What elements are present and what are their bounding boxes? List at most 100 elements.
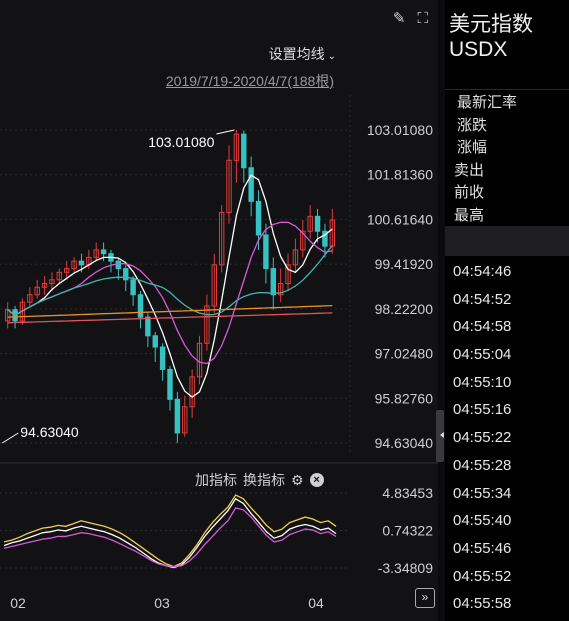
candle-body [263, 234, 269, 270]
change-indicator-button[interactable]: 换指标 [243, 472, 285, 488]
y-tick-label: 0.74322 [382, 523, 433, 539]
tick-time: 04:55:52 [453, 567, 512, 585]
candle-body [300, 230, 306, 251]
candle-body [241, 133, 247, 169]
candle-body [218, 212, 225, 266]
candle-body [322, 230, 328, 247]
expand-icon[interactable]: » [415, 588, 435, 608]
candle-body [285, 264, 291, 285]
candle-body [93, 249, 99, 258]
pen-icon[interactable]: ✎ [392, 10, 406, 27]
fullscreen-icon[interactable]: ⛶ [417, 10, 428, 27]
candle-body [277, 283, 284, 296]
ma-line-white [7, 174, 333, 398]
y-tick-label: 95.82760 [375, 390, 434, 406]
candle-body [226, 159, 232, 214]
candle-body [167, 368, 173, 400]
y-tick-label: 98.22200 [375, 301, 434, 317]
candle-body [4, 309, 11, 322]
chevron-down-icon: ⌄ [327, 51, 336, 62]
candle-body [34, 286, 40, 296]
chart-toolbar: ✎ ⛶ [393, 10, 428, 28]
candle-body [189, 376, 195, 408]
candle-body [71, 260, 77, 270]
indicator-toolbar: 加指标 换指标 ⚙ × [195, 470, 324, 490]
tick-time-list: 04:54:46 04:54:52 04:54:58 04:55:04 04:55:10… [453, 258, 511, 618]
tick-time: 04:55:10 [453, 373, 512, 391]
candle-body [152, 335, 158, 348]
candle-body [159, 346, 166, 370]
candle-body [307, 215, 313, 232]
add-indicator-button[interactable]: 加指标 [195, 472, 237, 488]
quote-field-label: 涨幅 [457, 139, 488, 156]
quote-field-label: 卖出 [454, 161, 485, 179]
y-tick-label: 101.81360 [367, 167, 433, 183]
annotation-arrow [216, 129, 235, 135]
tick-time: 04:55:40 [453, 512, 512, 530]
candle-body [292, 249, 299, 266]
tick-time: 04:54:52 [453, 290, 512, 308]
candle-body [182, 406, 188, 434]
divider [445, 89, 569, 90]
candle-body [204, 305, 210, 344]
y-tick-label: -3.34809 [378, 560, 433, 576]
candle-body [174, 398, 181, 434]
y-tick-label: 100.61640 [367, 211, 433, 227]
candle-body [145, 316, 151, 337]
candle-body [41, 283, 48, 288]
y-tick-label: 97.02480 [375, 346, 434, 362]
date-range-label[interactable]: 2019/7/19-2020/4/7(188根) [165, 73, 334, 89]
tick-time: 04:55:22 [453, 429, 512, 447]
chart-panel: ✎ ⛶ 设置均线 ⌄ 2019/7/19-2020/4/7(188根) 103.0… [0, 0, 438, 621]
indicator-line-magenta [3, 507, 337, 568]
candle-body [248, 167, 254, 202]
x-tick-label: 02 [10, 595, 26, 611]
price-chart[interactable]: 103.01080 101.81360 100.61640 99.41920 98.22… [0, 0, 438, 621]
y-tick-label: 94.63040 [375, 435, 434, 451]
ma-line-red [7, 312, 333, 324]
tick-time: 04:55:28 [453, 456, 512, 474]
tick-time: 04:54:46 [453, 263, 512, 280]
quote-field-label: 前收 [454, 184, 485, 201]
quote-field-label: 最高 [454, 206, 485, 224]
candle-body [115, 260, 122, 270]
instrument-name: 美元指数 [449, 13, 533, 36]
y-tick-label: 4.83453 [382, 485, 433, 501]
quote-field-label: 最新汇率 [457, 94, 518, 111]
candle-body [63, 268, 70, 273]
low-annotation: 94.63040 [20, 424, 79, 440]
tick-time: 04:55:16 [453, 401, 512, 419]
ma-line-orange [7, 304, 333, 318]
high-annotation: 103.01080 [148, 134, 214, 150]
candle-body [123, 268, 129, 281]
instrument-code: USDX [449, 38, 508, 61]
candle-body [314, 215, 321, 232]
tick-time: 04:55:04 [453, 346, 512, 364]
tick-time: 04:54:58 [453, 318, 512, 336]
x-tick-label: 03 [154, 595, 170, 611]
candle-body [211, 264, 217, 307]
y-tick-label: 99.41920 [375, 256, 434, 272]
annotation-arrow [2, 432, 19, 444]
candle-body [233, 133, 240, 161]
candle-body [270, 268, 277, 296]
tick-time: 04:55:46 [453, 539, 512, 557]
ma-setting-button[interactable]: 设置均线 ⌄ [269, 44, 336, 64]
candle-body [78, 260, 85, 266]
y-tick-label: 103.01080 [367, 122, 433, 138]
candle-body [49, 279, 55, 285]
candle-body [130, 279, 136, 296]
x-tick-label: 04 [308, 595, 324, 611]
gear-icon[interactable]: ⚙ [291, 471, 304, 488]
candle-body [56, 271, 63, 281]
quote-field-label: 涨跌 [457, 116, 488, 134]
close-icon[interactable]: × [309, 473, 324, 487]
tick-list-header [445, 226, 569, 256]
candle-body [27, 294, 33, 303]
tick-time: 04:55:58 [453, 595, 512, 613]
quote-panel: 美元指数 USDX 最新汇率涨跌涨幅卖出前收最高 04:54:46 04:54:5… [445, 0, 569, 621]
panel-collapse-handle[interactable] [436, 410, 444, 462]
candle-body [137, 294, 144, 318]
candle-body [255, 200, 262, 236]
indicator-line-yellow [3, 494, 337, 568]
